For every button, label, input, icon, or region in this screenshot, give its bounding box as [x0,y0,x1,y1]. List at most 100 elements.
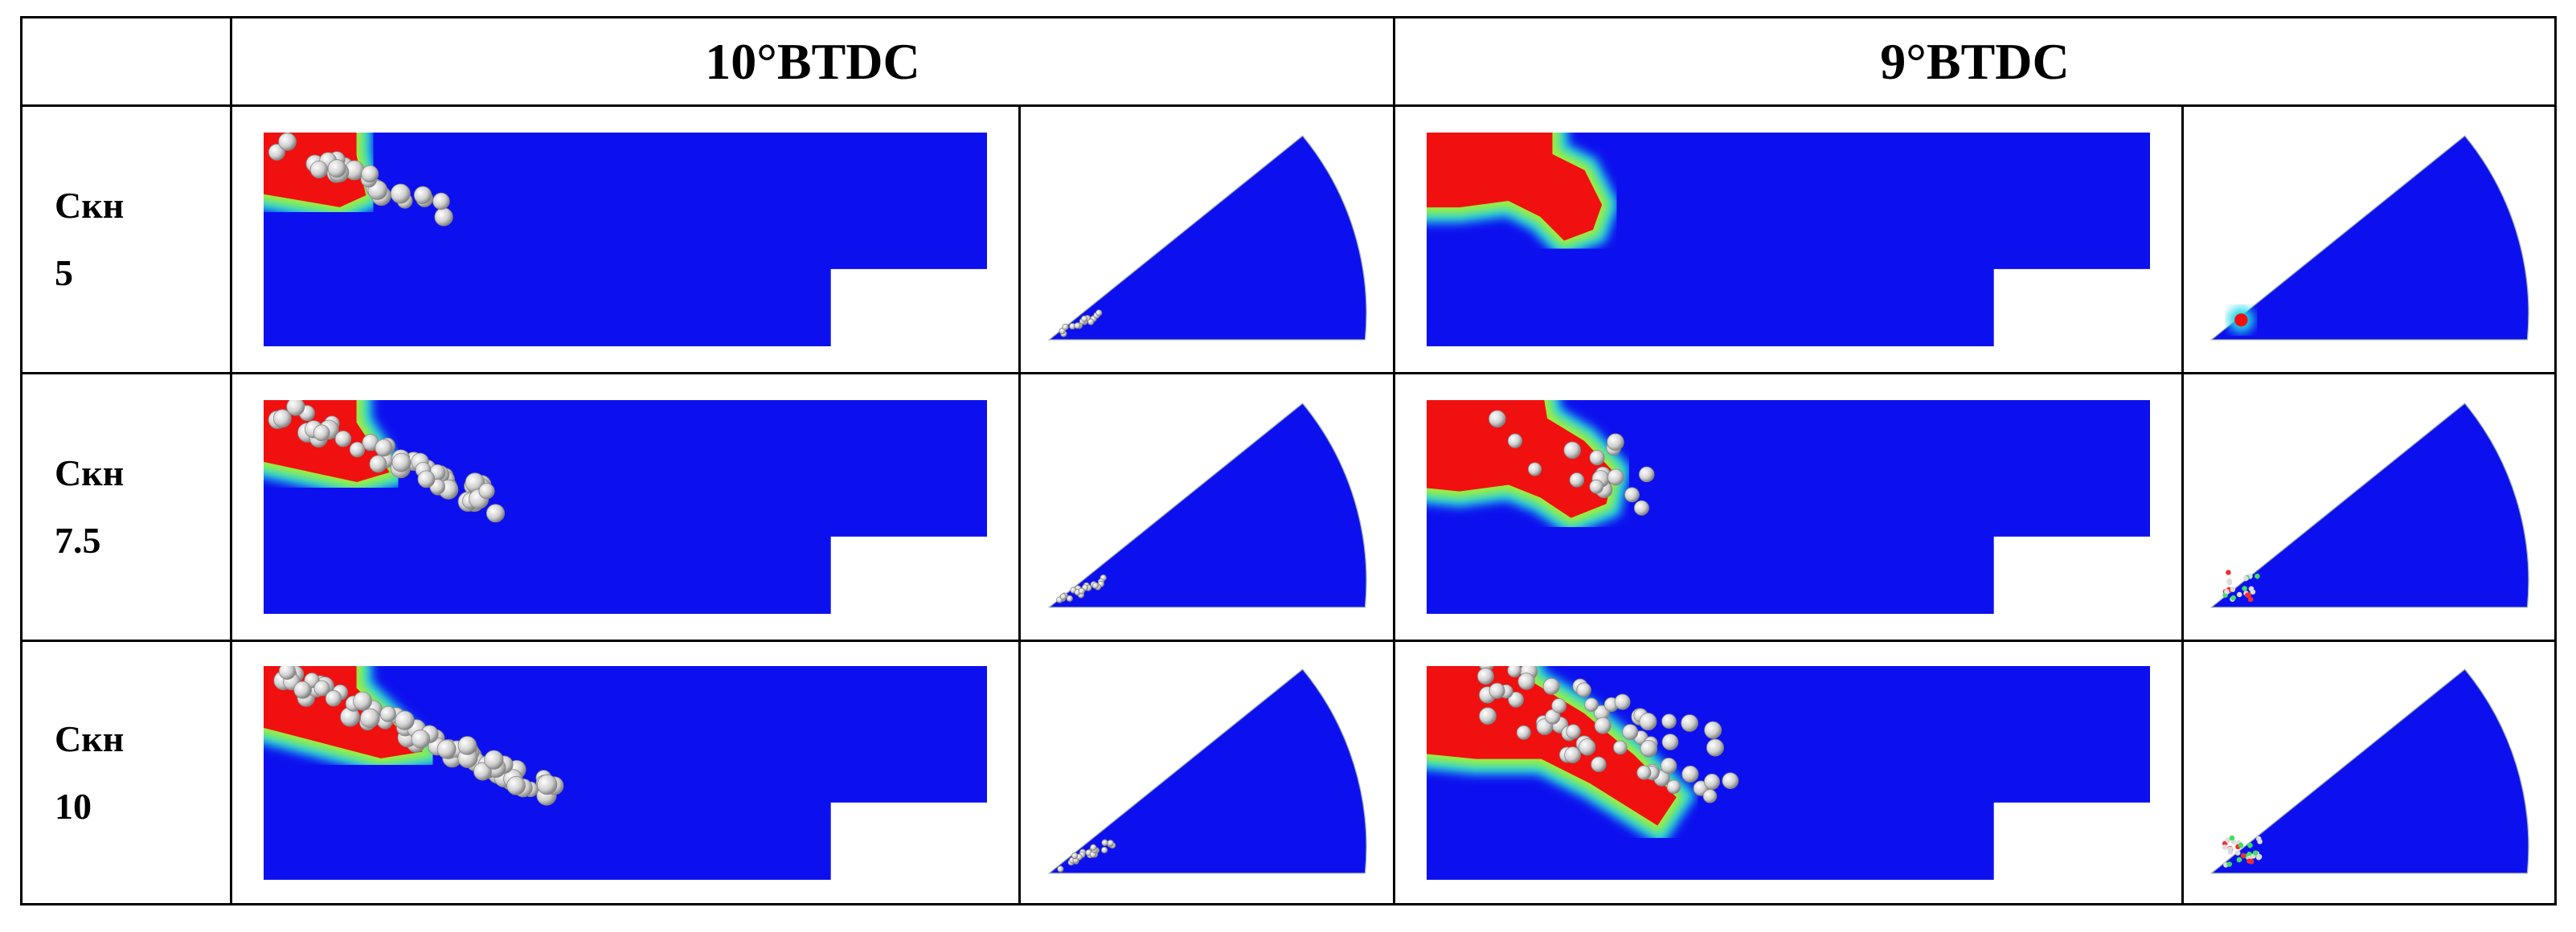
droplet [2230,595,2236,601]
droplet [1703,773,1720,790]
droplet [1566,723,1581,739]
row-label-cell: Скн 10 [20,640,232,905]
droplet [457,735,477,755]
sector [1047,403,1367,608]
droplet [1640,739,1657,757]
sector-image [1047,668,1367,873]
droplet [1059,593,1067,600]
sector [2209,403,2529,608]
sector-cell [1018,104,1395,374]
droplet [1507,665,1521,677]
droplet [1569,472,1585,488]
droplet [1089,844,1096,851]
droplet [293,681,312,698]
droplet [2245,592,2251,598]
droplet [1564,746,1581,763]
droplet [1563,441,1581,459]
droplet [432,192,450,211]
droplet [2230,587,2235,592]
droplet [1091,582,1099,589]
section-image [1427,133,2150,346]
droplet [313,680,330,697]
droplet [506,775,526,795]
droplet [1071,852,1078,859]
droplet [1508,691,1524,708]
droplet [278,665,296,680]
header-cell: 9°BTDC [1393,16,2557,107]
sector-image [1047,403,1367,608]
section-image [264,665,987,880]
droplet [1489,682,1505,699]
droplet [268,143,285,161]
section-cell [230,372,1021,642]
droplet [1576,681,1591,697]
row-value: 7.5 [55,520,101,561]
droplet [309,160,328,179]
sector-cell [1018,372,1395,642]
droplet [1542,677,1560,695]
droplet [1612,740,1628,754]
droplet [334,430,352,448]
sector-cell [1018,640,1395,905]
droplet [1661,713,1677,729]
droplet [1080,315,1087,322]
droplet [1100,846,1108,853]
droplet [1591,756,1607,772]
row-label-cell: Скн 5 [20,104,232,374]
droplet [1078,587,1085,595]
row-label-cell: Скн 7.5 [20,372,232,642]
droplet [1702,788,1718,803]
droplet [390,183,411,204]
droplet [2222,844,2227,850]
droplet [411,729,431,748]
droplet [1589,479,1604,494]
sector-cell [2181,372,2557,642]
droplet [1087,318,1094,325]
droplet [379,705,396,722]
droplet [1584,697,1599,712]
droplet [349,441,366,458]
droplet [537,774,558,795]
droplet [2230,839,2236,844]
plume [1427,133,1620,260]
hot-spot-core [2234,313,2248,327]
droplet [2229,835,2234,840]
section-image [264,400,987,614]
sector-image [2209,135,2529,341]
droplet [1056,865,1063,873]
droplet [361,165,379,183]
sector [2209,135,2529,341]
droplet [1594,717,1612,734]
droplet [2225,570,2231,575]
droplet [473,762,492,780]
droplet [1101,839,1108,846]
droplet [1527,462,1542,476]
droplet [2225,837,2230,843]
row-label: Скн [55,185,125,226]
droplet [2226,578,2232,584]
droplet [1476,667,1494,685]
droplet [325,689,342,706]
droplet [1681,765,1699,783]
droplet [1073,322,1081,329]
section-image [1427,400,2150,614]
droplet [1666,779,1681,794]
droplet [2252,849,2259,856]
header-row: 10°BTDC 9°BTDC [20,16,2557,107]
droplet [1095,309,1102,317]
droplet [375,439,393,457]
section-cell [1393,104,2184,374]
droplet [1607,433,1624,452]
droplet [1579,738,1596,755]
sector [1047,135,1367,341]
droplet [1589,450,1605,466]
sector [1047,668,1367,873]
droplet [286,400,305,416]
droplet [1722,771,1739,789]
droplet [1516,725,1531,740]
droplet [2248,858,2254,865]
droplet [1507,433,1523,448]
droplet [484,750,504,770]
droplet [1706,738,1724,756]
droplet [2223,588,2230,595]
